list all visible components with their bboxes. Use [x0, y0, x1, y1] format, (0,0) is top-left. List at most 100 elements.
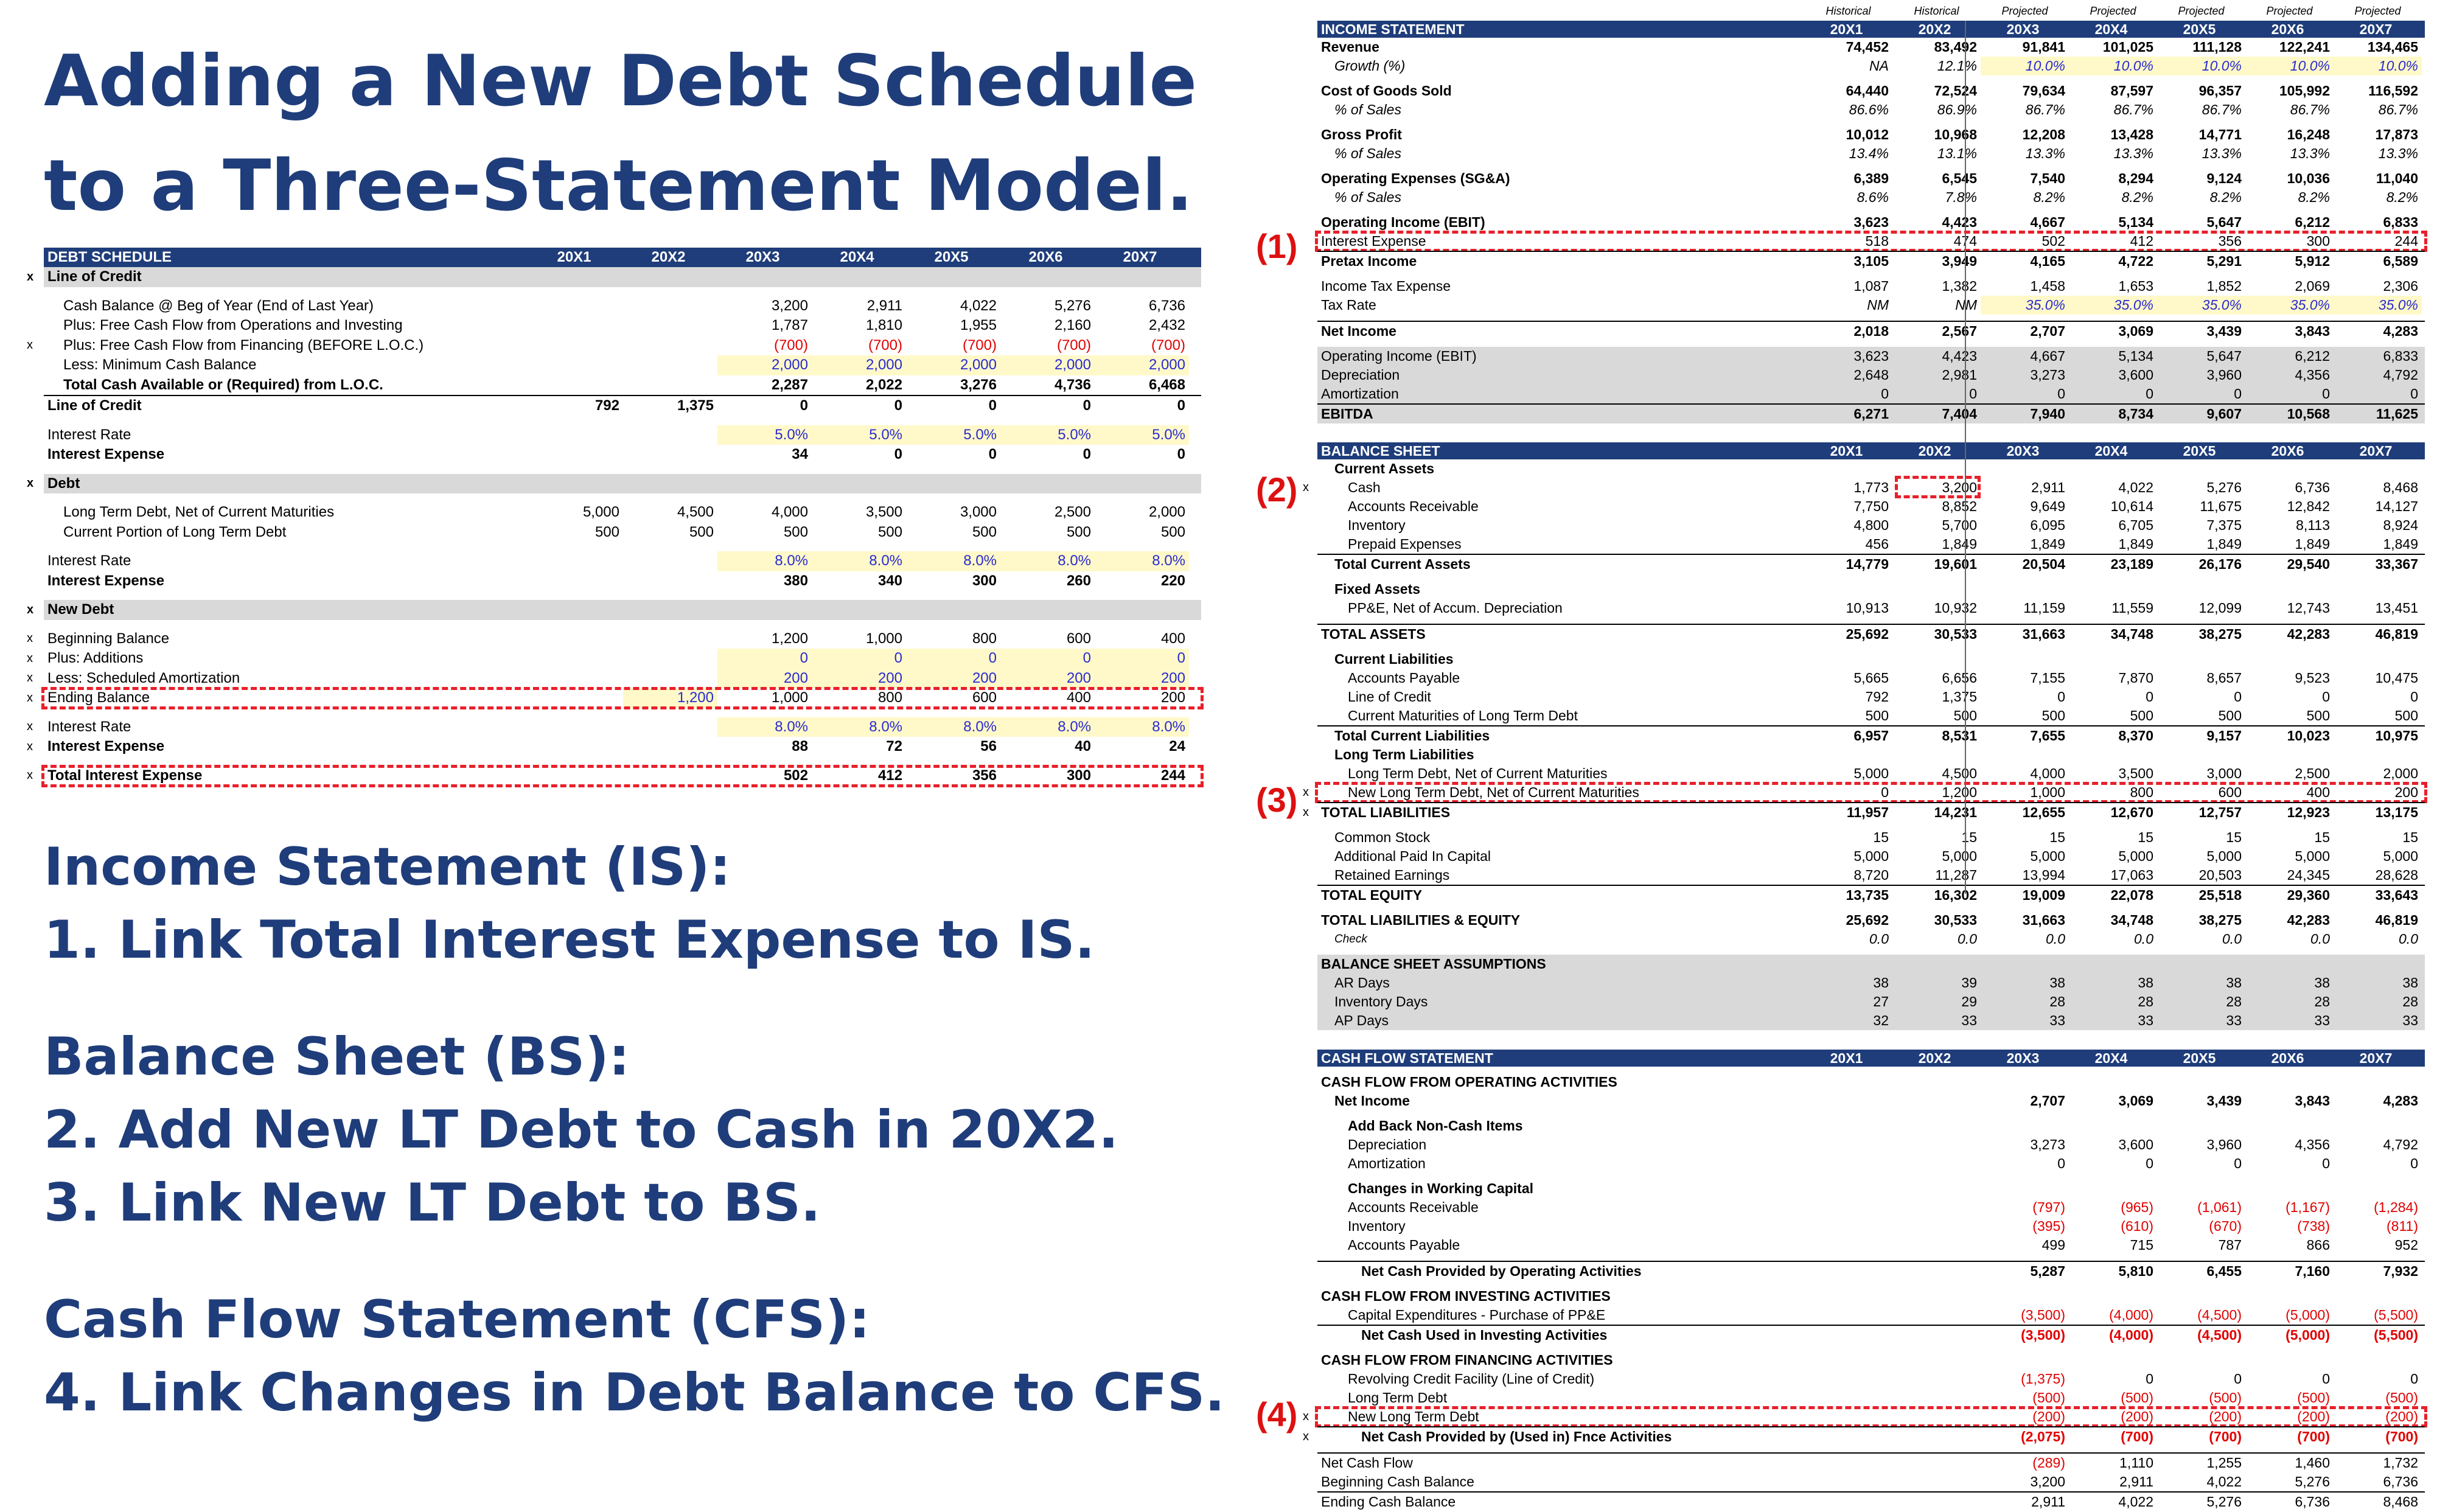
cell-value: (3,500) [2021, 1307, 2065, 1323]
cell-value: 20,503 [2198, 867, 2242, 883]
table-row: x Cash 1,773 3,200 2,911 4,022 5,276 6,736 8,468 [1303, 478, 2425, 497]
cell-value: 0 [1881, 784, 1889, 800]
cell-value: 7,540 [2030, 170, 2065, 186]
cell-value [2157, 459, 2245, 478]
cell-value: 12,670 [2110, 804, 2153, 820]
cell-value: 6,589 [2383, 253, 2418, 269]
cell-value: 8.2% [2298, 189, 2330, 205]
cell-value [529, 551, 623, 571]
cell-value: (700) [773, 336, 808, 354]
cell-value: 0 [800, 397, 808, 414]
cell-value: 8,734 [2118, 406, 2153, 422]
cell-value: 31,663 [2022, 626, 2065, 642]
cell-value: 13,735 [1846, 887, 1889, 903]
row-label: Ending Cash Balance [1321, 1494, 1456, 1510]
cell-value: 7,940 [2030, 406, 2065, 422]
table-row: x Plus: Additions 0 0 0 0 0 [27, 649, 1201, 669]
cell-value: 42,283 [2287, 626, 2330, 642]
table-row: Current Assets [1317, 459, 2425, 478]
cell-value: 200 [1160, 689, 1185, 706]
table-row: Interest Expense 34 0 0 0 0 [44, 445, 1201, 465]
x-marker: x [1303, 1430, 1309, 1443]
cell-value: 33 [2226, 1012, 2242, 1028]
row-label: Changes in Working Capital [1348, 1180, 1533, 1196]
spacer-row [1317, 271, 2425, 277]
cell-value: 15 [1873, 829, 1889, 845]
cell-value: 1,849 [2118, 536, 2153, 552]
cell-value: 4,736 [1054, 376, 1091, 393]
cell-value: 1,849 [1942, 536, 1977, 552]
cell-value: 35.0% [1981, 296, 2069, 315]
cell-value: 8.0% [717, 717, 812, 737]
cell-value [1892, 1073, 1981, 1092]
cell-value: 502 [2041, 233, 2065, 249]
cell-value: 1,087 [1853, 278, 1889, 294]
cell-value [1981, 1117, 2069, 1135]
cell-value: 83,492 [1934, 39, 1977, 55]
year-header: 20X7 [2359, 1050, 2393, 1066]
table-row: Common Stock 15 15 15 15 15 15 15 [1317, 828, 2425, 847]
row-label: Accounts Payable [1348, 670, 1460, 686]
cell-value [2069, 955, 2157, 974]
cell-value: 4,500 [1942, 765, 1977, 781]
highlight-box [41, 765, 1204, 787]
row-label: Gross Profit [1321, 127, 1402, 142]
row-label: Revenue [1321, 39, 1379, 55]
row-label: Net Cash Provided by Operating Activitie… [1361, 1263, 1642, 1279]
cell-value: 13.3% [2378, 145, 2418, 161]
row-label: Fixed Assets [1334, 581, 1421, 597]
cell-value: 0.0 [2222, 931, 2242, 947]
cell-value: 7,870 [2118, 670, 2153, 686]
year-header: 20X1 [557, 249, 591, 265]
cell-value: 40 [1075, 738, 1091, 755]
cell-value: 2,911 [2031, 1494, 2065, 1510]
cell-value: 5.0% [1095, 425, 1189, 445]
cell-value [2157, 580, 2245, 599]
cell-value: 4,800 [1853, 517, 1889, 533]
table-row: Changes in Working Capital [1317, 1179, 2425, 1198]
cell-value: 12,923 [2287, 804, 2330, 820]
cell-value: 1,382 [1942, 278, 1977, 294]
cell-value: 10,568 [2287, 406, 2330, 422]
row-label: Current Portion of Long Term Debt [63, 523, 287, 540]
year-status: Projected [2354, 5, 2401, 17]
year-header: 20X6 [2271, 21, 2304, 37]
cell-value: 4,000 [2030, 765, 2065, 781]
table-row: Add Back Non-Cash Items [1317, 1117, 2425, 1135]
year-header: 20X4 [840, 249, 874, 265]
cell-value: 2,432 [1148, 317, 1185, 334]
cell-value: 4,722 [2118, 253, 2153, 269]
table-row: AP Days 32 33 33 33 33 33 33 [1317, 1011, 2425, 1030]
row-label: Ending Balance [47, 689, 150, 706]
cell-value: 500 [2306, 708, 2330, 723]
cfs-heading: Cash Flow Statement (CFS): [44, 1289, 870, 1350]
period-divider [1965, 21, 1966, 894]
table-row: Ending Cash Balance 2,911 4,022 5,276 6,736 8… [1317, 1491, 2425, 1511]
cell-value: 6,736 [2295, 479, 2330, 495]
cell-value: (5,500) [2374, 1327, 2418, 1343]
cell-value [529, 296, 623, 316]
income-statement-title: INCOME STATEMENT [1321, 21, 1465, 37]
cell-value: 17,063 [2110, 867, 2153, 883]
cell-value: 10.0% [2245, 57, 2334, 75]
cell-value: 4,356 [2295, 1137, 2330, 1152]
table-row: Operating Expenses (SG&A) 6,389 6,545 7,540… [1317, 169, 2425, 188]
table-row: Retained Earnings 8,720 11,287 13,994 17,063… [1317, 866, 2425, 885]
table-row: Net Income 2,018 2,567 2,707 3,069 3,439 3,843… [1317, 321, 2425, 341]
cell-value [1892, 1262, 1981, 1281]
cell-value: 0.0 [2310, 931, 2330, 947]
step-1: 1. Link Total Interest Expense to IS. [44, 910, 1095, 970]
cell-value: 2,911 [2031, 479, 2065, 495]
cell-value [2245, 745, 2334, 764]
cell-value: 0 [2410, 689, 2418, 705]
cell-value: 600 [2218, 784, 2242, 800]
row-label: Plus: Free Cash Flow from Financing (BEF… [63, 336, 424, 354]
cell-value: 1,852 [2206, 278, 2242, 294]
spacer-row [44, 708, 1201, 717]
row-label: Amortization [1348, 1155, 1426, 1171]
cell-value: 5,000 [1942, 848, 1977, 864]
cell-value [2069, 459, 2157, 478]
row-label: Accounts Receivable [1348, 1199, 1479, 1215]
year-status: Historical [1914, 5, 1959, 17]
cell-value: 0 [1969, 386, 1977, 402]
